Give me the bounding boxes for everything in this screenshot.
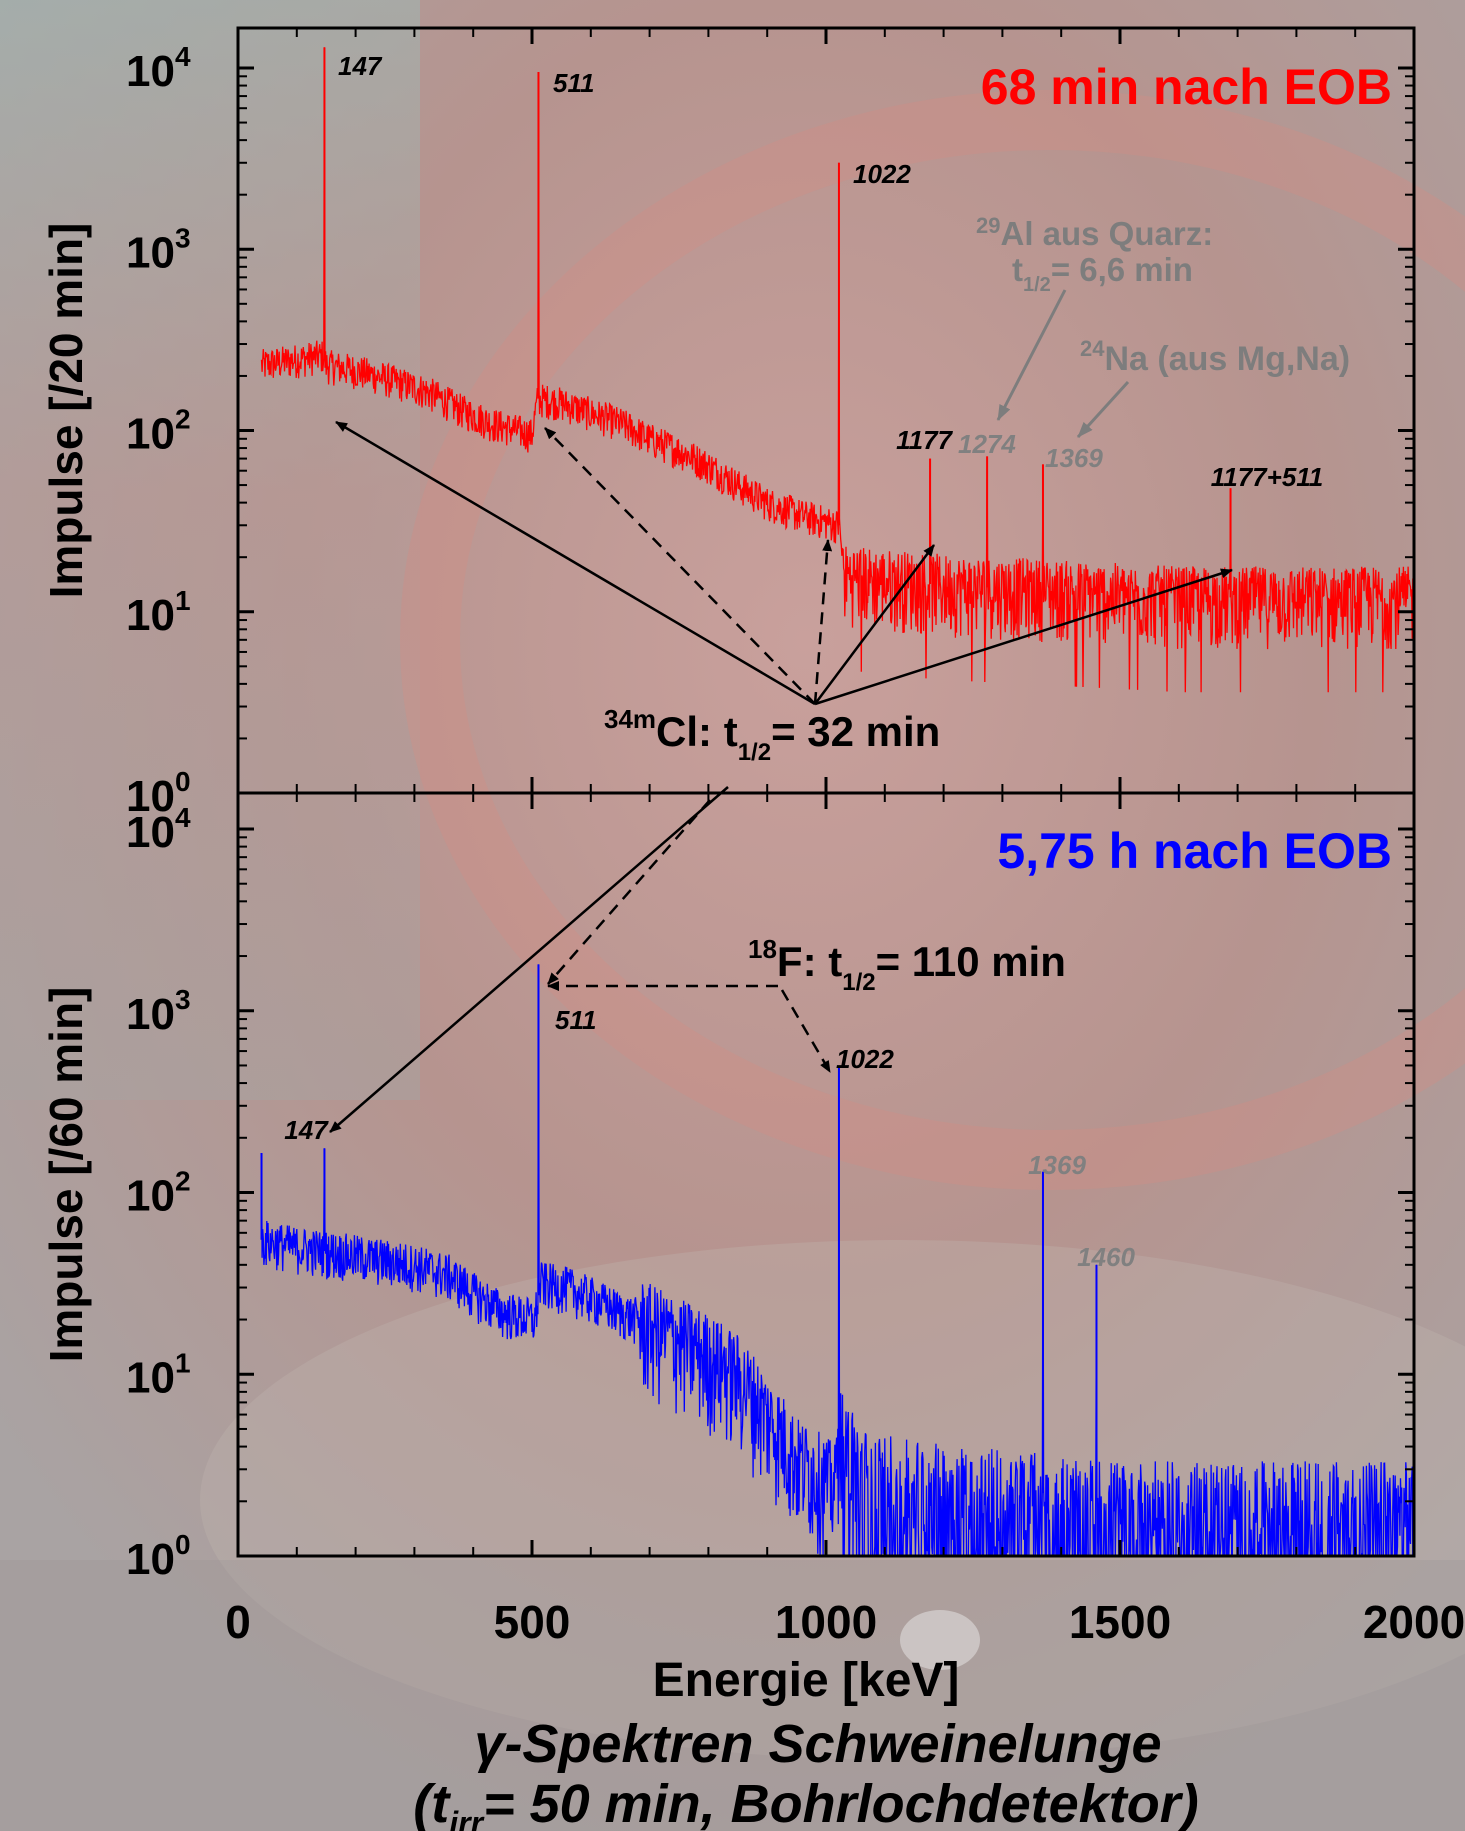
peak-label: 1274 [958, 429, 1016, 459]
cl-annotation: 34mCl: t1/2= 32 min [604, 704, 940, 766]
y-tick-label: 103 [126, 984, 191, 1039]
y-tick-label: 102 [126, 404, 191, 459]
peak-label: 1177+511 [1211, 462, 1324, 492]
plot-frame [236, 791, 1416, 1558]
y-tick-label: 100 [126, 1529, 191, 1584]
al-arrow [996, 289, 1067, 421]
cl-arrow-147-bottom [329, 786, 729, 1133]
na-annotation: 24Na (aus Mg,Na) [1080, 336, 1350, 378]
cl-arrow-1688 [814, 568, 1233, 706]
panel-top: 100 101 102 103 104 Impulse [/20 min] 68 min n… [40, 26, 1416, 821]
panel-title: 5,75 h nach EOB [997, 823, 1392, 879]
peak-label: 1369 [1028, 1150, 1086, 1180]
cl-arrow-1022 [813, 539, 833, 705]
y-tick-label: 104 [126, 802, 191, 857]
y-tick-label: 103 [126, 222, 191, 277]
y-tick-label: 101 [126, 1347, 191, 1402]
peak-label: 1177 [896, 425, 953, 455]
spectrum-series [260, 964, 1415, 1558]
peak-label: 511 [553, 68, 594, 98]
f-arrow-1022 [780, 989, 832, 1073]
x-tick-label: 500 [494, 1596, 571, 1648]
y-axis-label: Impulse [/60 min] [40, 987, 92, 1363]
y-tick-label: 100 [126, 766, 191, 821]
f-annotation: 18F: t1/2= 110 min [748, 934, 1066, 996]
y-tick-label: 102 [126, 1166, 191, 1221]
caption-line1: γ-Spektren Schweinelunge [474, 1714, 1161, 1774]
peak-label: 147 [284, 1115, 329, 1145]
peak-label: 147 [338, 51, 383, 81]
cl-arrow-147 [335, 420, 816, 706]
peak-label: 1022 [853, 159, 911, 189]
y-tick-label: 104 [126, 41, 191, 96]
al-annotation-line2: t1/2= 6,6 min [1012, 251, 1193, 296]
plot-frame [236, 26, 1416, 795]
peak-label: 1369 [1045, 443, 1103, 473]
y-tick-label: 101 [126, 585, 191, 640]
na-arrow [1076, 380, 1130, 439]
caption-line2: (tirr= 50 min, Bohrlochdetektor) [413, 1774, 1198, 1831]
panel-title: 68 min nach EOB [981, 59, 1392, 115]
panel-bottom: 100 101 102 103 104 Impulse [/60 min] 5,75 h n… [40, 791, 1416, 1584]
x-tick-label: 1500 [1069, 1596, 1171, 1648]
peak-label: 1460 [1077, 1242, 1135, 1272]
peak-label: 1022 [836, 1044, 894, 1074]
y-axis-label: Impulse [/20 min] [40, 223, 92, 599]
x-axis-label: Energie [keV] [653, 1654, 960, 1707]
peak-label: 511 [555, 1005, 596, 1035]
spectrum-series [260, 47, 1415, 693]
cl-arrow-1177 [813, 544, 936, 705]
x-tick-label: 0 [225, 1596, 251, 1648]
x-tick-label: 1000 [775, 1596, 877, 1648]
al-annotation-line1: 29Al aus Quarz: [976, 213, 1213, 252]
x-tick-label: 2000 [1363, 1596, 1465, 1648]
cl-arrow-511 [544, 427, 816, 705]
cl-arrow-511-bottom [547, 799, 711, 985]
